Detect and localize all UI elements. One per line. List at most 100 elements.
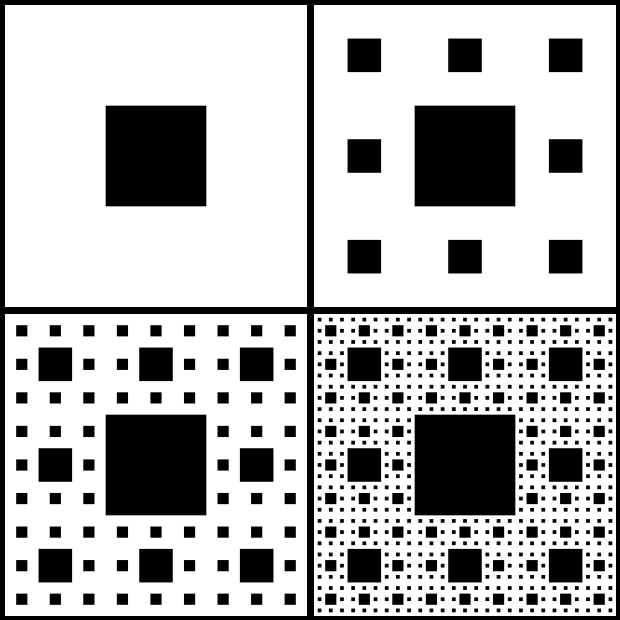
- carpet-hole-level-4: [541, 507, 546, 512]
- carpet-hole-level-3: [425, 593, 438, 605]
- carpet-hole-level-3: [593, 560, 605, 572]
- carpet-hole-level-3: [251, 492, 263, 505]
- carpet-hole-level-2: [239, 448, 274, 482]
- carpet-hole-level-4: [396, 541, 400, 546]
- carpet-hole-level-4: [586, 563, 590, 568]
- carpet-hole-level-4: [608, 608, 613, 613]
- carpet-hole-level-3: [16, 526, 28, 538]
- carpet-hole-level-4: [396, 552, 400, 557]
- carpet-hole-level-4: [384, 463, 389, 467]
- carpet-hole-level-4: [485, 519, 490, 523]
- carpet-hole-level-3: [284, 560, 296, 572]
- carpet-hole-level-3: [217, 526, 229, 538]
- carpet-hole-level-4: [451, 396, 456, 400]
- carpet-hole-level-4: [552, 485, 557, 490]
- carpet-hole-level-4: [407, 328, 411, 333]
- carpet-hole-level-4: [328, 317, 333, 322]
- carpet-hole-level-4: [541, 384, 546, 389]
- carpet-hole-level-4: [563, 384, 568, 389]
- carpet-hole-level-4: [317, 328, 322, 333]
- carpet-hole-level-4: [552, 418, 557, 423]
- carpet-hole-level-4: [507, 608, 512, 613]
- carpet-hole-level-4: [563, 317, 568, 322]
- carpet-hole-level-4: [317, 608, 322, 613]
- carpet-hole-level-3: [284, 593, 296, 605]
- carpet-hole-level-3: [217, 560, 229, 572]
- carpet-hole-level-4: [418, 530, 423, 534]
- carpet-hole-level-4: [586, 586, 590, 590]
- carpet-hole-level-4: [317, 362, 322, 367]
- carpet-hole-level-4: [328, 485, 333, 490]
- carpet-hole-level-3: [284, 392, 296, 404]
- carpet-hole-level-4: [552, 496, 557, 501]
- carpet-hole-level-3: [83, 358, 95, 370]
- carpet-hole-level-4: [485, 608, 490, 613]
- carpet-hole-level-4: [407, 384, 411, 389]
- carpet-hole-level-4: [340, 474, 344, 479]
- carpet-hole-level-4: [586, 384, 590, 389]
- carpet-hole-level-3: [183, 560, 196, 572]
- carpet-hole-level-4: [340, 373, 344, 378]
- carpet-hole-level-4: [418, 574, 423, 579]
- carpet-hole-level-4: [530, 552, 534, 557]
- carpet-hole-level-3: [183, 593, 196, 605]
- carpet-hole-level-4: [384, 440, 389, 445]
- carpet-hole-level-3: [116, 358, 129, 370]
- carpet-hole-level-4: [317, 552, 322, 557]
- carpet-hole-level-4: [362, 340, 367, 344]
- carpet-hole-level-4: [384, 541, 389, 546]
- carpet-hole-level-4: [351, 586, 356, 590]
- carpet-hole-level-4: [574, 507, 579, 512]
- carpet-hole-level-3: [392, 358, 404, 370]
- carpet-hole-level-4: [317, 340, 322, 344]
- carpet-hole-level-4: [440, 586, 445, 590]
- carpet-hole-level-3: [526, 358, 538, 370]
- carpet-hole-level-4: [418, 407, 423, 411]
- carpet-hole-level-4: [574, 429, 579, 434]
- carpet-hole-level-4: [474, 530, 479, 534]
- carpet-hole-level-4: [485, 552, 490, 557]
- carpet-hole-level-4: [496, 351, 501, 356]
- carpet-hole-level-4: [519, 530, 523, 534]
- carpet-hole-level-4: [519, 496, 523, 501]
- carpet-hole-level-3: [16, 593, 28, 605]
- carpet-hole-level-4: [608, 574, 613, 579]
- carpet-hole-level-4: [451, 519, 456, 523]
- carpet-hole-level-4: [351, 519, 356, 523]
- carpet-hole-level-4: [328, 440, 333, 445]
- carpet-hole-level-3: [593, 492, 605, 505]
- carpet-hole-level-4: [373, 440, 378, 445]
- carpet-hole-level-4: [552, 440, 557, 445]
- carpet-hole-level-4: [317, 384, 322, 389]
- carpet-hole-level-4: [440, 519, 445, 523]
- carpet-hole-level-3: [217, 392, 229, 404]
- carpet-hole-level-2: [38, 347, 73, 382]
- carpet-hole-level-4: [451, 328, 456, 333]
- carpet-hole-level-4: [541, 328, 546, 333]
- carpet-hole-level-3: [325, 526, 337, 538]
- carpet-hole-level-3: [16, 492, 28, 505]
- carpet-hole-level-4: [407, 396, 411, 400]
- carpet-hole-level-4: [351, 384, 356, 389]
- carpet-hole-level-3: [492, 325, 505, 337]
- carpet-hole-level-4: [351, 396, 356, 400]
- carpet-hole-level-4: [519, 574, 523, 579]
- carpet-hole-level-4: [519, 440, 523, 445]
- carpet-hole-level-4: [586, 351, 590, 356]
- carpet-hole-level-4: [384, 396, 389, 400]
- carpet-hole-level-4: [507, 384, 512, 389]
- carpet-hole-level-4: [530, 317, 534, 322]
- carpet-hole-level-4: [451, 530, 456, 534]
- carpet-hole-level-4: [429, 351, 434, 356]
- carpet-hole-level-4: [474, 608, 479, 613]
- carpet-hole-level-3: [325, 560, 337, 572]
- carpet-hole-level-4: [362, 541, 367, 546]
- carpet-panel-iteration-4: [314, 314, 616, 616]
- carpet-hole-level-4: [597, 340, 602, 344]
- carpet-hole-level-4: [597, 317, 602, 322]
- carpet-hole-level-4: [586, 396, 590, 400]
- carpet-hole-level-4: [351, 429, 356, 434]
- carpet-hole-level-4: [586, 474, 590, 479]
- carpet-hole-level-4: [563, 541, 568, 546]
- carpet-hole-level-4: [463, 407, 467, 411]
